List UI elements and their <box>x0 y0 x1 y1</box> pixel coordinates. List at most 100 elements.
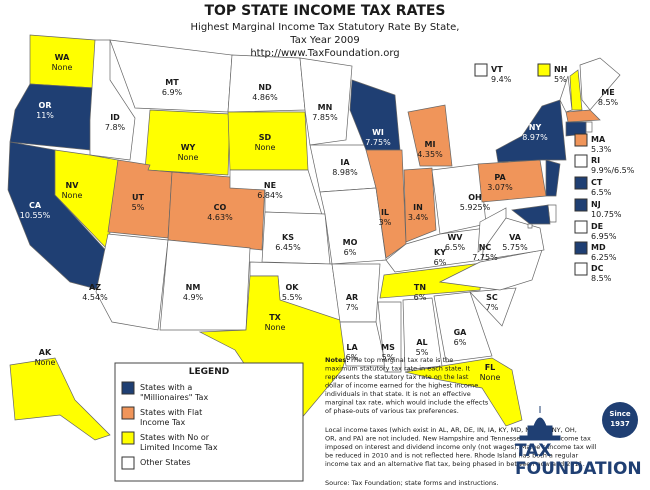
state-swatch <box>474 63 488 77</box>
logo-badge <box>602 402 638 438</box>
state-swatch <box>574 220 588 234</box>
state-abbr: CT <box>591 178 603 187</box>
state-abbr: WI <box>372 128 384 137</box>
state-abbr: WV <box>447 233 463 242</box>
legend-swatch <box>121 456 135 470</box>
legend-label: Limited Income Tax <box>140 443 218 452</box>
state-abbr: CA <box>29 201 42 210</box>
local-note-line: OR, and PA) are not included. New Hampsh… <box>325 435 591 443</box>
state-rate: 7% <box>346 303 359 312</box>
state-swatch <box>574 133 588 147</box>
state <box>144 109 231 176</box>
state-rate: 9.4% <box>491 75 512 84</box>
source: Source: Tax Foundation; state forms and … <box>325 479 498 487</box>
state <box>511 204 551 225</box>
state <box>89 39 136 161</box>
state-rate: 4.9% <box>183 293 204 302</box>
state <box>198 275 351 421</box>
state-rate: 5% <box>554 75 567 84</box>
state-abbr: MI <box>425 140 436 149</box>
legend-label: "Millionaires" Tax <box>140 393 208 402</box>
state-abbr: TN <box>414 283 426 292</box>
state-abbr: ND <box>258 83 272 92</box>
state <box>95 233 169 331</box>
state-rate: 6% <box>414 293 427 302</box>
state-rate: 5% <box>132 203 145 212</box>
state-abbr: VA <box>509 233 522 242</box>
legend-label: States with a <box>140 383 192 392</box>
state-abbr: AR <box>346 293 358 302</box>
logo-since: Since <box>609 410 631 418</box>
state <box>433 291 493 363</box>
state-abbr: GA <box>454 328 468 337</box>
state <box>477 207 507 253</box>
state-rate: 7.85% <box>312 113 338 122</box>
state-rate: 6% <box>344 248 357 257</box>
state-abbr: IN <box>413 203 423 212</box>
state-rate: 4.35% <box>417 150 443 159</box>
state <box>261 211 331 265</box>
state-rate: 7.75% <box>472 253 498 262</box>
logo: Since 1937 TAX FOUNDATION <box>515 402 642 479</box>
state-rate: 8.97% <box>522 133 548 142</box>
state-abbr: UT <box>132 193 144 202</box>
state-rate: 8.5% <box>591 274 612 283</box>
state-rate: 10.75% <box>591 210 622 219</box>
state-abbr: AK <box>39 348 52 357</box>
state-rate: 5.75% <box>502 243 528 252</box>
state <box>403 167 437 243</box>
state-abbr: NV <box>66 181 80 190</box>
state-rate: 5% <box>416 348 429 357</box>
title: TOP STATE INCOME TAX RATES <box>204 3 445 19</box>
legend-label: Income Tax <box>140 418 185 427</box>
notes-line: The top marginal tax rate is the <box>349 356 453 364</box>
state <box>159 239 251 331</box>
state <box>527 223 533 229</box>
state-abbr: NH <box>554 65 567 74</box>
state-swatch <box>537 63 551 77</box>
state <box>438 249 543 291</box>
url: http://www.TaxFoundation.org <box>250 48 399 59</box>
state-swatch <box>574 241 588 255</box>
state-abbr: NE <box>264 181 276 190</box>
state <box>407 104 453 167</box>
state-abbr: MA <box>591 135 606 144</box>
state-abbr: KS <box>282 233 294 242</box>
state-rate: 4.54% <box>82 293 108 302</box>
state-rate: 10.55% <box>20 211 51 220</box>
legend-label: States with Flat <box>140 408 202 417</box>
states <box>7 34 621 479</box>
state-rate: 9.9%/6.5% <box>591 166 635 175</box>
state-abbr: NC <box>479 243 492 252</box>
state-abbr: OK <box>286 283 300 292</box>
state-rate: None <box>265 323 286 332</box>
local-note-line: be reduced in 2010 and is not reflected … <box>325 452 579 460</box>
state-abbr: SC <box>486 293 498 302</box>
state-abbr: IA <box>340 158 350 167</box>
state-abbr: AL <box>416 338 427 347</box>
state-rate: None <box>480 373 501 382</box>
notes: Notes: The top marginal tax rate is thema… <box>325 356 597 468</box>
notes-line: maximum statutory tax rate in each state… <box>325 365 470 373</box>
legend-swatch <box>121 381 135 395</box>
notes-line: dollar of income earned for the highest … <box>325 382 478 390</box>
state-abbr: NJ <box>591 200 601 209</box>
state-rate: 7.8% <box>105 123 126 132</box>
legend-box <box>114 362 304 482</box>
logo-name: FOUNDATION <box>515 459 642 479</box>
state-abbr: KY <box>434 248 446 257</box>
state-abbr: OR <box>39 101 52 110</box>
state-abbr: MT <box>165 78 179 87</box>
legend-title: LEGEND <box>189 367 229 377</box>
state-abbr: MO <box>343 238 358 247</box>
state-rate: 4.86% <box>252 93 278 102</box>
state <box>469 287 517 327</box>
subtitle: Highest Marginal Income Tax Statutory Ra… <box>191 22 460 33</box>
state-rate: 11% <box>36 111 54 120</box>
state-abbr: TX <box>269 313 281 322</box>
state-rate: 3.4% <box>408 213 429 222</box>
state-rate: 3.07% <box>487 183 513 192</box>
state-rate: None <box>178 153 199 162</box>
legend-label: Other States <box>140 458 191 467</box>
